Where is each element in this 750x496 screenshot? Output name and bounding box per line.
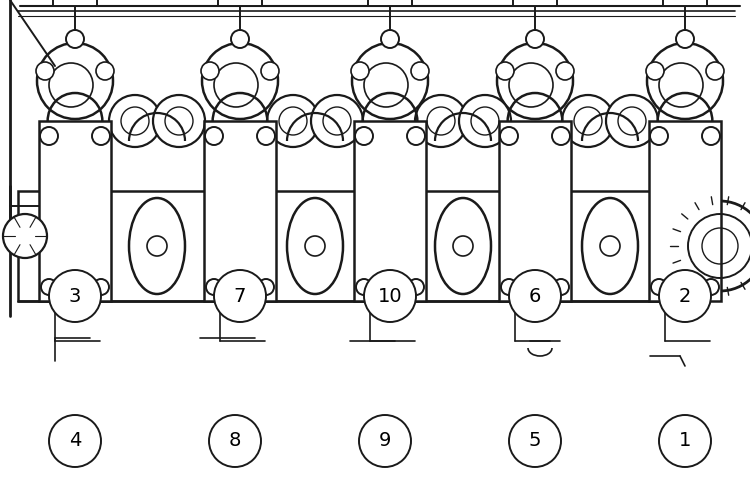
Bar <box>39 121 111 301</box>
Circle shape <box>209 415 261 467</box>
Ellipse shape <box>287 198 343 294</box>
Circle shape <box>66 30 84 48</box>
Circle shape <box>702 127 720 145</box>
Bar <box>649 121 721 301</box>
Circle shape <box>352 43 428 119</box>
Bar <box>204 121 276 301</box>
Text: 7: 7 <box>234 287 246 306</box>
Text: 1: 1 <box>679 432 692 450</box>
Circle shape <box>109 95 161 147</box>
Circle shape <box>509 270 561 322</box>
Ellipse shape <box>435 198 491 294</box>
Ellipse shape <box>582 198 638 294</box>
Circle shape <box>562 95 614 147</box>
Circle shape <box>40 127 58 145</box>
Circle shape <box>37 43 113 119</box>
Circle shape <box>706 62 724 80</box>
Circle shape <box>305 236 325 256</box>
Circle shape <box>407 127 425 145</box>
Circle shape <box>453 236 473 256</box>
Circle shape <box>93 279 109 295</box>
Bar <box>218 0 262 6</box>
Circle shape <box>703 279 719 295</box>
Bar <box>354 121 426 301</box>
Circle shape <box>355 127 373 145</box>
Circle shape <box>651 279 667 295</box>
Circle shape <box>497 43 573 119</box>
Text: 5: 5 <box>529 432 542 450</box>
Circle shape <box>41 279 57 295</box>
Text: 10: 10 <box>378 287 402 306</box>
Circle shape <box>311 95 363 147</box>
Circle shape <box>202 43 278 119</box>
Circle shape <box>509 415 561 467</box>
Circle shape <box>49 270 101 322</box>
Circle shape <box>153 95 205 147</box>
Circle shape <box>206 279 222 295</box>
Circle shape <box>261 62 279 80</box>
Circle shape <box>646 62 664 80</box>
Circle shape <box>49 415 101 467</box>
Circle shape <box>96 62 114 80</box>
Circle shape <box>356 279 372 295</box>
Circle shape <box>364 270 416 322</box>
Circle shape <box>659 270 711 322</box>
Circle shape <box>556 62 574 80</box>
Bar <box>53 0 97 6</box>
Text: 3: 3 <box>69 287 81 306</box>
Circle shape <box>147 236 167 256</box>
Circle shape <box>351 62 369 80</box>
Circle shape <box>381 30 399 48</box>
Circle shape <box>606 95 658 147</box>
Circle shape <box>496 62 514 80</box>
Circle shape <box>411 62 429 80</box>
Circle shape <box>659 415 711 467</box>
Text: 2: 2 <box>679 287 692 306</box>
Circle shape <box>408 279 424 295</box>
Bar <box>499 121 571 301</box>
Circle shape <box>359 415 411 467</box>
Circle shape <box>415 95 467 147</box>
Circle shape <box>92 127 110 145</box>
Text: 4: 4 <box>69 432 81 450</box>
Circle shape <box>214 270 266 322</box>
Circle shape <box>526 30 544 48</box>
Circle shape <box>650 127 668 145</box>
Circle shape <box>676 30 694 48</box>
Circle shape <box>500 127 518 145</box>
Circle shape <box>231 30 249 48</box>
Circle shape <box>201 62 219 80</box>
Circle shape <box>267 95 319 147</box>
Circle shape <box>501 279 517 295</box>
Ellipse shape <box>129 198 185 294</box>
Text: 6: 6 <box>529 287 542 306</box>
Circle shape <box>600 236 620 256</box>
Circle shape <box>36 62 54 80</box>
Circle shape <box>675 201 750 291</box>
Circle shape <box>205 127 223 145</box>
Circle shape <box>3 214 47 258</box>
Bar <box>368 0 412 6</box>
Text: 9: 9 <box>379 432 392 450</box>
Bar <box>663 0 707 6</box>
Circle shape <box>257 127 275 145</box>
Circle shape <box>459 95 511 147</box>
Circle shape <box>553 279 569 295</box>
Bar <box>513 0 557 6</box>
Circle shape <box>258 279 274 295</box>
Circle shape <box>647 43 723 119</box>
Bar <box>18 191 700 301</box>
Text: 8: 8 <box>229 432 242 450</box>
Circle shape <box>552 127 570 145</box>
